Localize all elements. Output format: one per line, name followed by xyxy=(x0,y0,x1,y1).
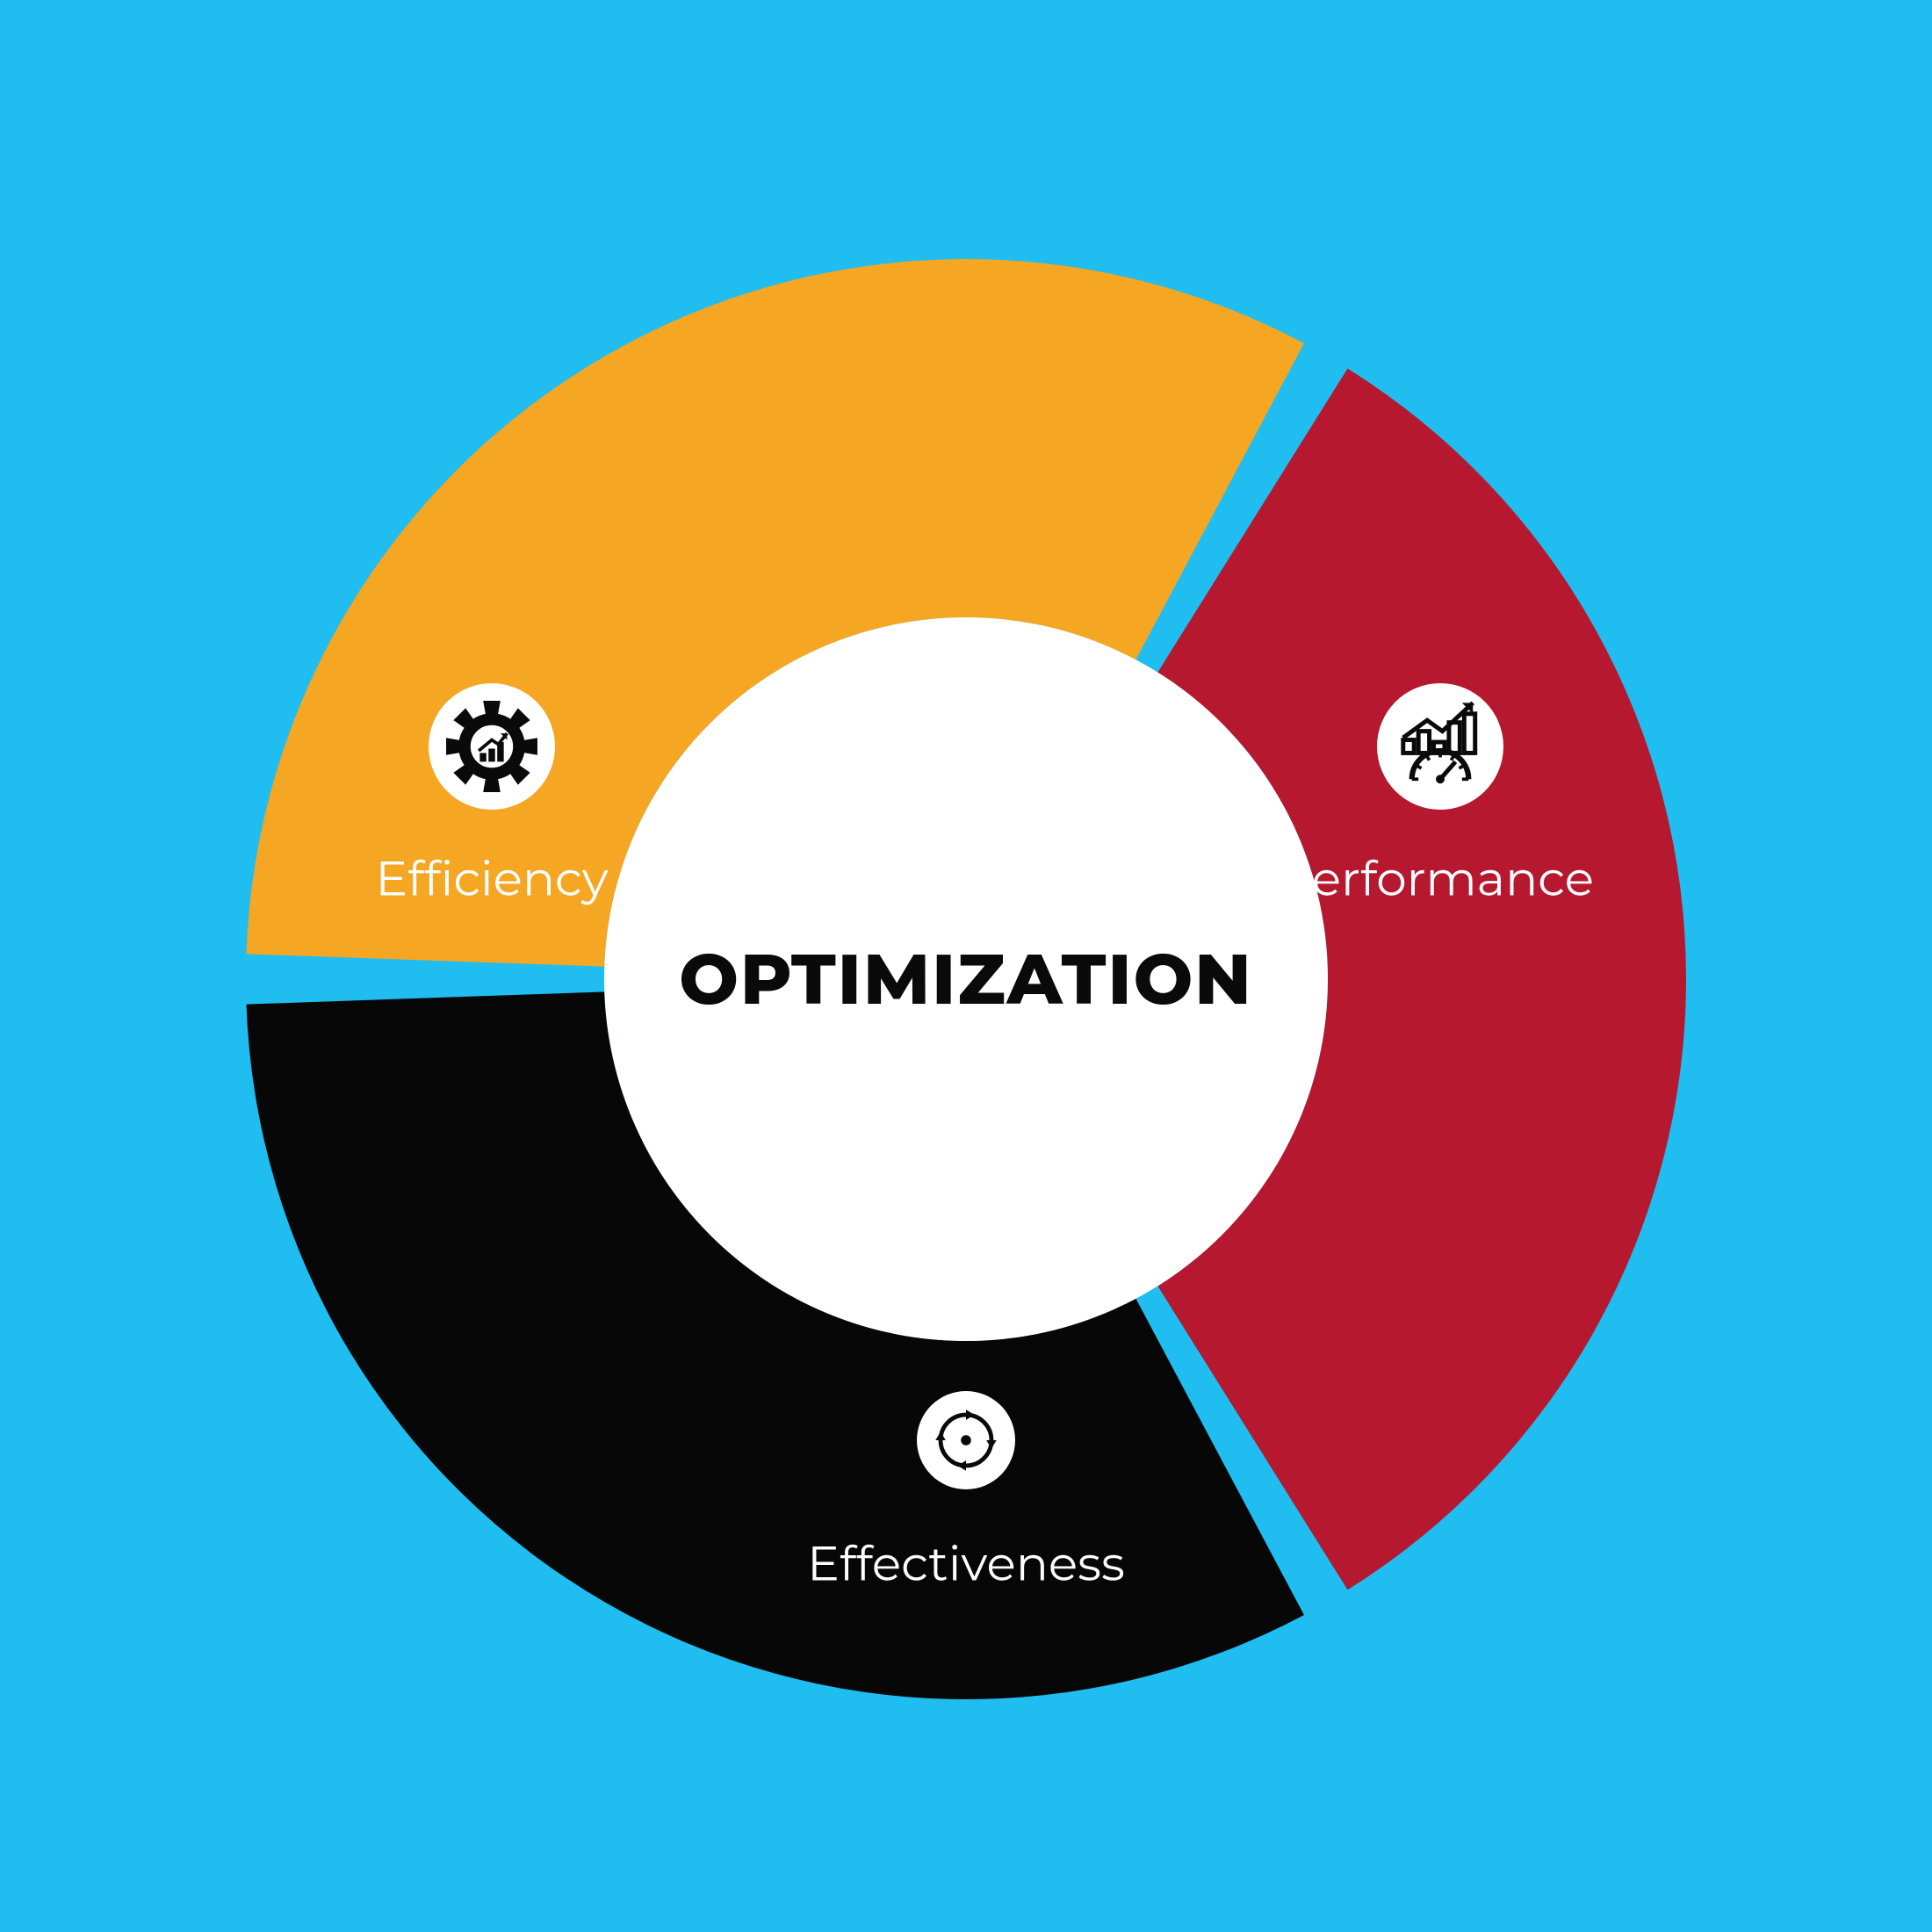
segment-label-efficiency: Efficiency xyxy=(375,848,608,907)
target-cycle-icon xyxy=(917,1391,1015,1489)
segment-label-effectiveness: Effectiveness xyxy=(807,1533,1125,1592)
center-title: OPTIMIZATION xyxy=(679,937,1253,1022)
segment-label-performance: Performance xyxy=(1278,848,1594,907)
optimization-diagram: OPTIMIZATION Efficiency Performance Effecti… xyxy=(0,0,1932,1932)
gear-chart-icon xyxy=(429,683,555,810)
gauge-chart-icon xyxy=(1377,683,1503,810)
